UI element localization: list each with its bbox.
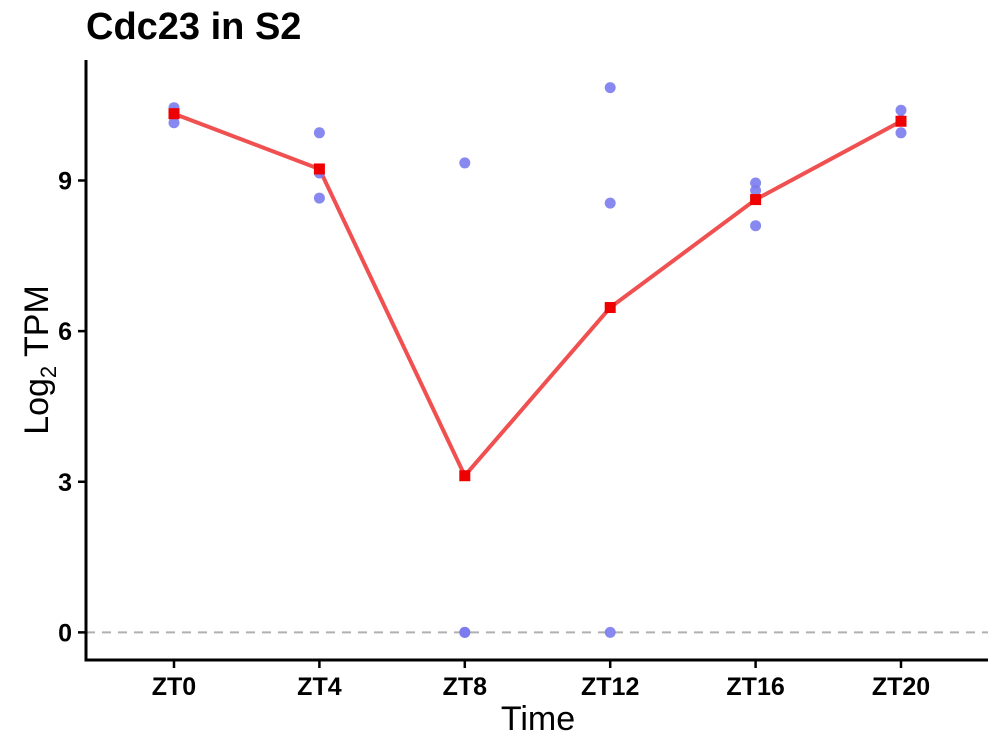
y-tick-label: 9 [58,168,72,196]
replicate-point [459,157,471,169]
x-tick-label: ZT4 [297,673,342,701]
x-tick-label: ZT8 [443,673,488,701]
replicate-point [750,220,762,232]
replicate-point [313,127,325,139]
y-axis-title-rest: TPM [18,285,56,366]
replicate-point [895,104,907,116]
y-axis-title-subscript: 2 [36,366,61,378]
replicate-point [313,192,325,204]
x-axis-title: Time [501,700,575,738]
replicate-point [168,117,180,129]
mean-marker [895,115,907,127]
replicate-point [750,177,762,189]
y-axis-title-main: Log [18,378,56,435]
replicate-point [750,185,762,197]
mean-marker [168,108,180,120]
mean-marker [604,302,616,314]
y-tick-label: 6 [58,318,72,346]
x-tick-label: ZT12 [581,673,639,701]
y-tick-label: 3 [58,469,72,497]
x-tick-label: ZT16 [726,673,784,701]
replicate-point [604,626,616,638]
x-tick-label: ZT0 [152,673,196,701]
mean-marker [313,163,325,175]
y-axis-title: Log2 TPM [18,285,61,435]
mean-marker [750,194,762,206]
replicate-point [895,127,907,139]
mean-marker [459,470,471,482]
x-tick-label: ZT20 [872,673,930,701]
mean-series-line [173,111,902,478]
replicate-point [604,197,616,209]
replicate-point [604,82,616,94]
chart-title: Cdc23 in S2 [86,6,302,48]
replicate-point [459,626,471,638]
y-tick-label: 0 [58,619,72,647]
